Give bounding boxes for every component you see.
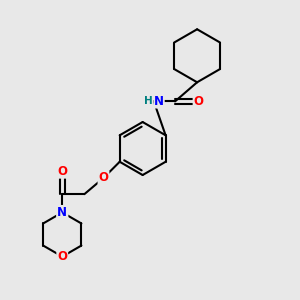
Text: O: O [194, 95, 204, 108]
Text: N: N [57, 206, 67, 219]
Text: O: O [98, 172, 109, 184]
Text: N: N [154, 95, 164, 108]
Text: N: N [57, 206, 67, 219]
Text: H: H [144, 96, 153, 106]
Text: O: O [57, 250, 67, 263]
Text: O: O [57, 165, 67, 178]
